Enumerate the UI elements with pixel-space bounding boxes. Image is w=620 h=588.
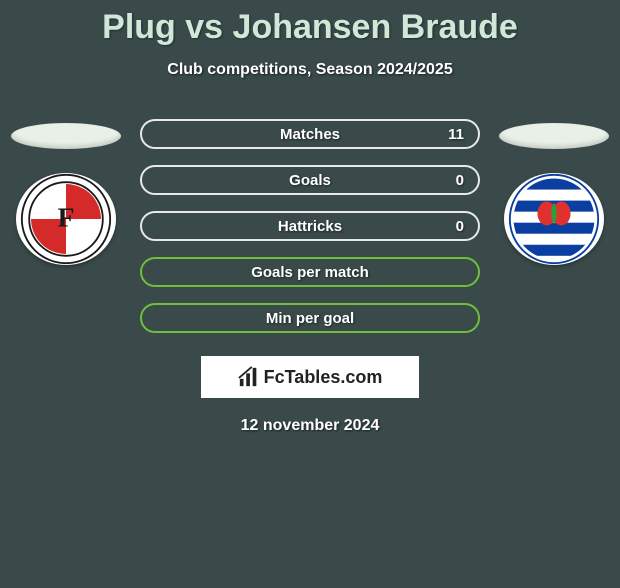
svg-text:F: F <box>58 201 75 232</box>
page-title: Plug vs Johansen Braude <box>0 8 620 47</box>
left-column: F <box>6 119 126 265</box>
fctables-logo: FcTables.com <box>238 366 383 388</box>
comparison-content: F M <box>0 119 620 435</box>
stat-row-matches: Matches 11 <box>140 119 480 149</box>
branding-box: FcTables.com <box>200 355 420 399</box>
feyenoord-icon: F <box>16 173 116 265</box>
heerenveen-icon <box>504 173 604 265</box>
stat-row-goals-per-match: Goals per match <box>140 257 480 287</box>
club-badge-left: F <box>16 173 116 265</box>
stat-value-right: 0 <box>456 218 464 235</box>
stat-label: Min per goal <box>266 310 354 327</box>
club-badge-right <box>504 173 604 265</box>
stat-row-goals: Goals 0 <box>140 165 480 195</box>
stat-label: Goals <box>289 172 331 189</box>
stat-value-right: 0 <box>456 172 464 189</box>
stat-label: Matches <box>280 126 340 143</box>
branding-label: FcTables.com <box>264 367 383 388</box>
stat-value-right: 11 <box>448 126 464 143</box>
player-photo-placeholder-left <box>11 123 121 149</box>
stat-label: Goals per match <box>251 264 369 281</box>
stats-list: Matches 11 Goals 0 Hattricks 0 Goals per… <box>140 119 480 333</box>
stat-label: Hattricks <box>278 218 342 235</box>
stat-row-min-per-goal: Min per goal <box>140 303 480 333</box>
right-column <box>494 119 614 265</box>
subtitle: Club competitions, Season 2024/2025 <box>0 61 620 79</box>
bar-chart-icon <box>238 366 260 388</box>
player-photo-placeholder-right <box>499 123 609 149</box>
stat-row-hattricks: Hattricks 0 <box>140 211 480 241</box>
date-label: 12 november 2024 <box>0 417 620 435</box>
